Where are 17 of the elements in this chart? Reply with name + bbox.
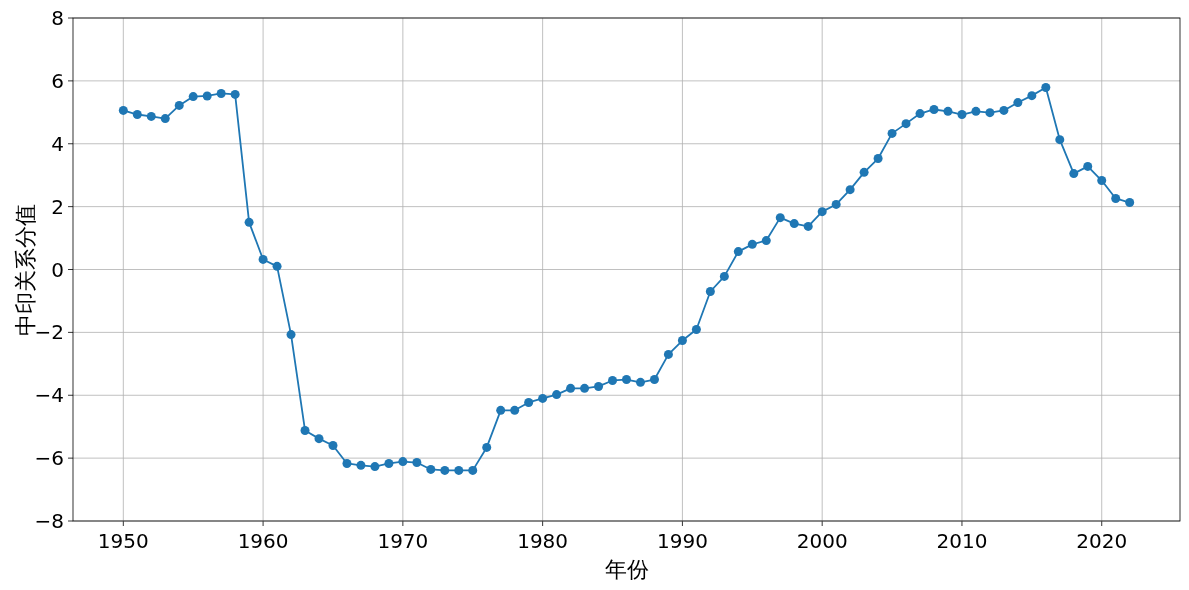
y-tick-label: −4 <box>34 383 64 408</box>
x-tick-label: 1980 <box>517 529 569 553</box>
x-tick-label: 1990 <box>656 529 708 553</box>
x-axis-title: 年份 <box>604 557 649 582</box>
y-tick-label: 6 <box>51 68 64 93</box>
x-tick-label: 1960 <box>237 529 289 553</box>
y-tick-label: 0 <box>51 257 64 282</box>
x-tick-label: 2000 <box>796 529 848 553</box>
y-tick-label: 8 <box>51 6 64 30</box>
x-tick-label: 1970 <box>377 529 429 553</box>
y-tick-label: 2 <box>51 194 64 219</box>
y-tick-label: −8 <box>34 509 64 533</box>
y-tick-label: 4 <box>51 131 64 156</box>
x-tick-label: 2010 <box>936 529 988 553</box>
x-tick-label: 2020 <box>1076 529 1128 553</box>
y-tick-label: −6 <box>34 446 64 471</box>
x-tick-label: 1950 <box>97 529 149 553</box>
